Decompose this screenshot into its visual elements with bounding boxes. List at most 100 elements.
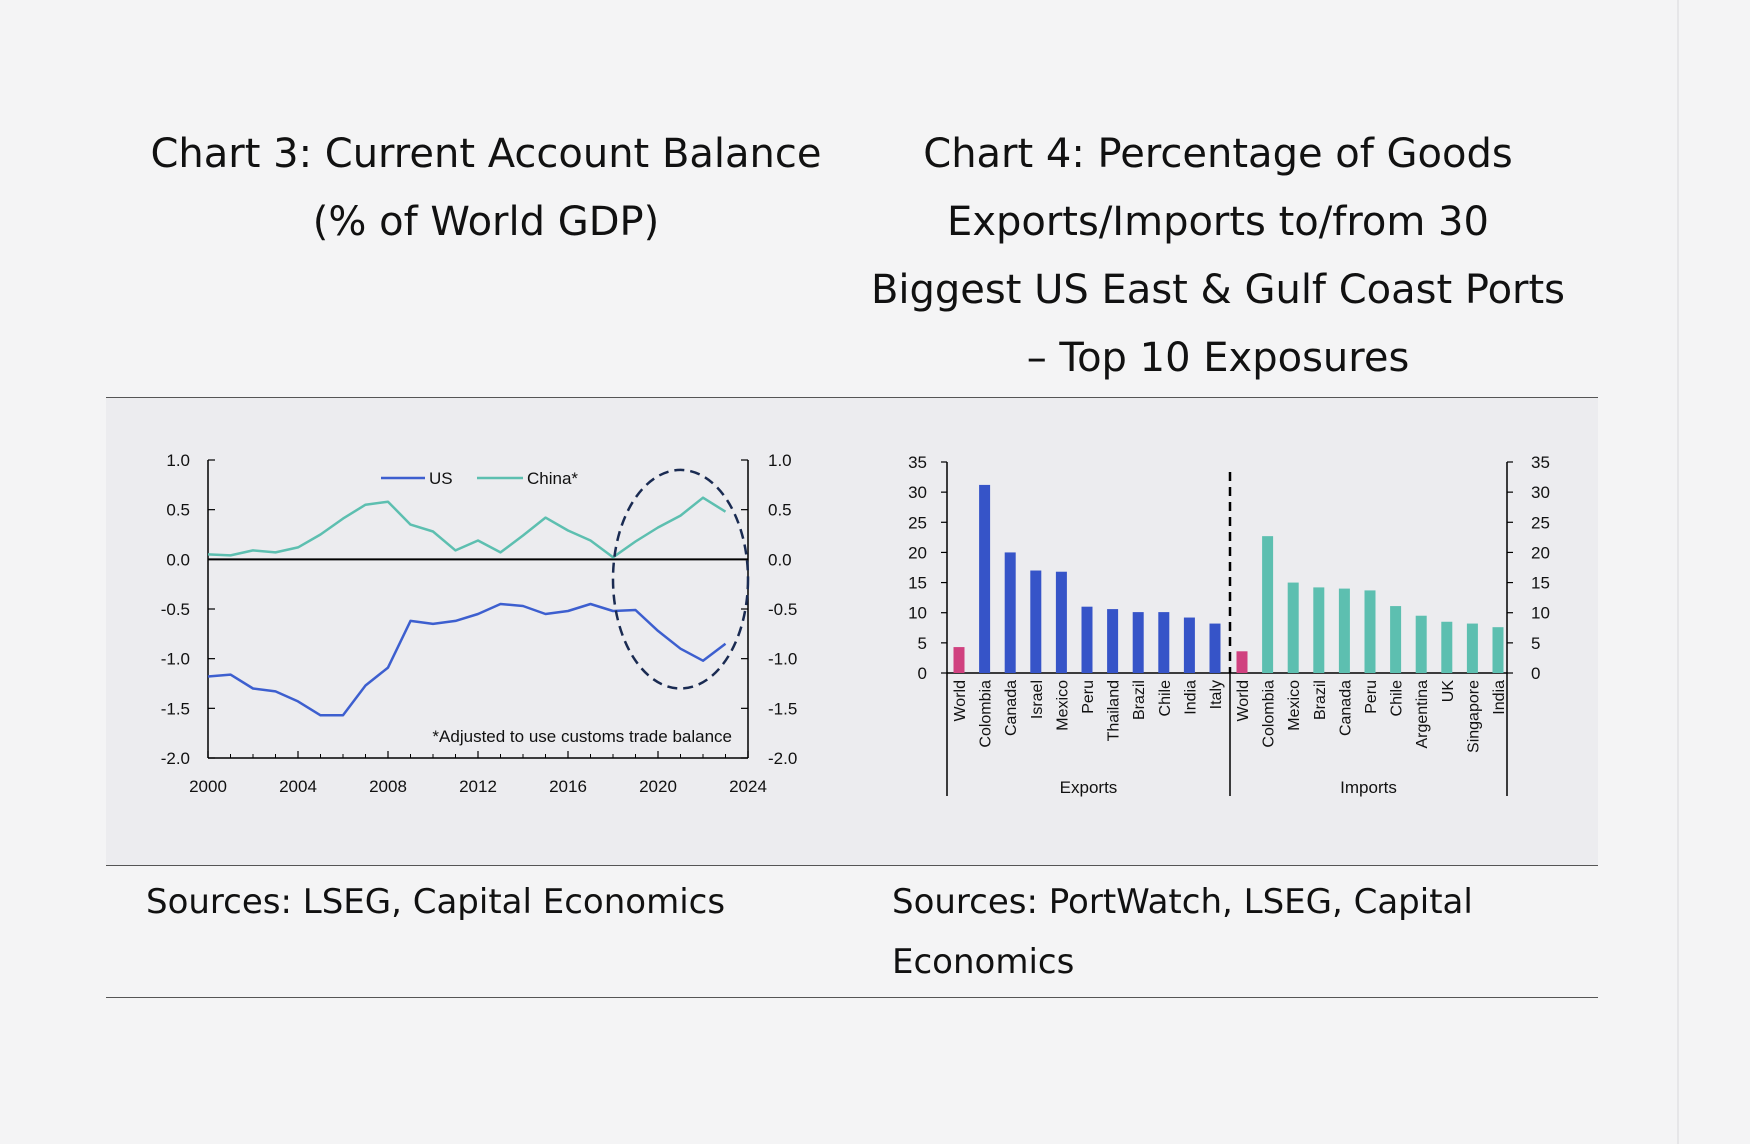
chart4-source: Sources: PortWatch, LSEG, Capital Econom… [892, 872, 1572, 992]
chart4-category-label: Peru [1363, 680, 1380, 714]
chart4-category-label: Mexico [1054, 680, 1071, 731]
chart4-bar-imports-brazil [1313, 587, 1325, 673]
chart4-title-line4: – Top 10 Exposures [1026, 335, 1410, 381]
chart4-category-label: Chile [1389, 680, 1406, 717]
chart3-xtick-label: 2012 [459, 777, 497, 796]
chart4-ytick-label-right: 5 [1531, 634, 1540, 653]
chart4-bar-imports-uk [1441, 621, 1453, 673]
chart3-ytick-label-right: -1.0 [768, 650, 797, 669]
chart3-series-china [207, 496, 727, 559]
chart4-category-label: India [1491, 680, 1508, 715]
chart4-category-label: Brazil [1131, 680, 1148, 720]
chart4-bar-imports-india [1492, 627, 1504, 673]
chart4-ytick-label-left: 20 [908, 543, 927, 562]
chart4-bar-imports-colombia [1262, 536, 1274, 673]
chart4-category-label: UK [1440, 680, 1457, 703]
divider-middle [106, 865, 1598, 866]
chart3-svg: 1.0 1.0 0.5 0.5 0.0 0.0 -0.5 -0.5 -1.0 -1.0 -1.5 -1… [161, 451, 798, 796]
chart4-category-label: Colombia [1261, 680, 1278, 748]
chart4-bar-exports-italy [1209, 623, 1221, 673]
chart3-ytick-label-right: -0.5 [768, 600, 797, 619]
chart4-group-label-imports: Imports [1340, 778, 1397, 797]
chart3-xtick-label: 2020 [639, 777, 677, 796]
chart4-category-label: Argentina [1414, 680, 1431, 749]
chart4-bar-exports-world [953, 647, 965, 673]
chart3-title: Chart 3: Current Account Balance (% of W… [136, 120, 836, 256]
chart3-ytick-label-right: 1.0 [768, 451, 792, 470]
chart4-category-label: Colombia [978, 680, 995, 748]
page-right-border [1677, 0, 1679, 1144]
chart4-bar-imports-canada [1338, 588, 1350, 673]
chart4-ytick-label-right: 30 [1531, 483, 1550, 502]
chart4-bar-exports-israel [1030, 570, 1042, 673]
divider-bottom [106, 997, 1598, 998]
chart4-bar-exports-chile [1158, 612, 1170, 673]
chart3-xtick-label: 2024 [729, 777, 767, 796]
chart3-ytick-label-left: 1.0 [166, 451, 190, 470]
chart3-series-us [207, 602, 727, 717]
chart4-category-label: India [1182, 680, 1199, 715]
chart3-ytick-label-left: -0.5 [161, 600, 190, 619]
chart4-bar-exports-peru [1081, 606, 1093, 673]
chart4-category-label: Italy [1208, 680, 1225, 709]
chart4-category-label: Israel [1029, 680, 1046, 719]
chart4-bar-exports-canada [1004, 552, 1016, 673]
chart3-ytick-label-left: 0.5 [166, 501, 190, 520]
chart4-svg: 35 35 30 30 25 25 20 20 15 15 10 10 5 5 0 0 World Colombi… [908, 453, 1550, 797]
titles-row: Chart 3: Current Account Balance (% of W… [106, 120, 1598, 397]
chart4-bar-exports-thailand [1107, 609, 1119, 673]
chart3-ytick-label-left: -1.5 [161, 699, 190, 718]
chart3-ytick-label-left: -1.0 [161, 650, 190, 669]
chart4-bar-exports-mexico [1055, 571, 1067, 673]
chart4-bar-imports-world [1236, 651, 1248, 673]
chart4-bar-exports-colombia [979, 484, 991, 673]
chart4-ytick-label-left: 30 [908, 483, 927, 502]
chart4-source-line1: Sources: PortWatch, LSEG, Capital [892, 882, 1473, 922]
chart4-bar-imports-chile [1390, 606, 1402, 673]
chart4-ytick-label-left: 25 [908, 513, 927, 532]
chart4-ytick-label-left: 5 [918, 634, 927, 653]
chart3-ytick-label-left: -2.0 [161, 749, 190, 768]
chart4-bar-exports-brazil [1132, 612, 1144, 673]
chart4-ytick-label-right: 15 [1531, 574, 1550, 593]
charts-row: 1.0 1.0 0.5 0.5 0.0 0.0 -0.5 -0.5 -1.0 -1.0 -1.5 -1… [106, 398, 1598, 865]
chart4-category-label: Canada [1337, 680, 1354, 736]
chart4-ytick-label-left: 15 [908, 574, 927, 593]
chart4-ytick-label-right: 20 [1531, 543, 1550, 562]
chart3-legend-us-label: US [429, 469, 453, 488]
chart3-xtick-label: 2004 [279, 777, 317, 796]
chart3-xtick-label: 2016 [549, 777, 587, 796]
chart4-ytick-label-right: 0 [1531, 664, 1540, 683]
chart3-highlight-ellipse [611, 468, 750, 690]
chart4-ytick-label-left: 0 [918, 664, 927, 683]
chart4-ytick-label-right: 25 [1531, 513, 1550, 532]
chart4-ytick-label-left: 10 [908, 604, 927, 623]
chart4-category-label: Canada [1003, 680, 1020, 736]
chart4-category-label: World [952, 680, 969, 722]
chart3-ytick-label-right: 0.5 [768, 501, 792, 520]
chart4-title-line1: Chart 4: Percentage of Goods [923, 131, 1513, 177]
chart4-category-label: Mexico [1286, 680, 1303, 731]
chart3-xtick-label: 2008 [369, 777, 407, 796]
chart3-ytick-label-right: -1.5 [768, 699, 797, 718]
chart4-source-line2: Economics [892, 942, 1075, 982]
chart3-title-line2: (% of World GDP) [312, 199, 660, 245]
chart4-bar-imports-singapore [1466, 623, 1478, 673]
chart3-legend-china-label: China* [527, 469, 578, 488]
chart4-title-line3: Biggest US East & Gulf Coast Ports [870, 267, 1566, 313]
chart4-category-label: Thailand [1106, 680, 1123, 741]
chart4-category-label: World [1235, 680, 1252, 722]
chart3-ytick-label-right: 0.0 [768, 550, 792, 569]
chart4-ytick-label-right: 35 [1531, 453, 1550, 472]
chart4-title-line2: Exports/Imports to/from 30 [947, 199, 1489, 245]
chart4-group-label-exports: Exports [1060, 778, 1118, 797]
divider-top [106, 397, 1598, 398]
chart4-category-label: Brazil [1312, 680, 1329, 720]
chart4-bar-imports-mexico [1287, 582, 1299, 673]
chart3-ytick-label-right: -2.0 [768, 749, 797, 768]
chart3-annotation: *Adjusted to use customs trade balance [432, 727, 732, 746]
chart4-bar-exports-india [1183, 617, 1195, 673]
chart4-bar-imports-peru [1364, 590, 1376, 673]
chart3-source: Sources: LSEG, Capital Economics [146, 882, 726, 922]
chart4-category-label: Peru [1080, 680, 1097, 714]
